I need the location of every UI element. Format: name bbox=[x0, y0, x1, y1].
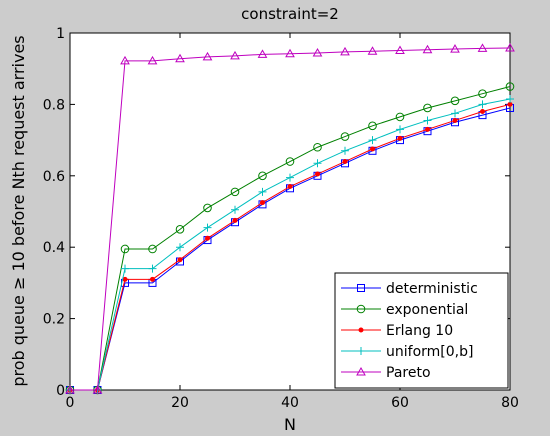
legend-entry: exponential bbox=[341, 302, 468, 318]
chart-title: constraint=2 bbox=[241, 5, 339, 23]
data-point bbox=[478, 100, 487, 109]
data-point bbox=[340, 46, 350, 56]
data-point bbox=[395, 45, 405, 54]
legend: deterministic exponential Erlang 10 uniform… bbox=[334, 272, 509, 389]
series-erlang-10 bbox=[67, 101, 513, 393]
data-point bbox=[176, 243, 184, 252]
data-point bbox=[120, 55, 130, 65]
data-point bbox=[230, 50, 240, 60]
data-point bbox=[260, 200, 265, 206]
series-layer bbox=[65, 42, 515, 395]
legend-entry: Erlang 10 bbox=[341, 323, 453, 339]
data-point bbox=[257, 49, 268, 58]
data-point bbox=[506, 95, 514, 104]
data-point bbox=[285, 157, 295, 166]
data-point bbox=[477, 43, 488, 52]
data-point bbox=[423, 116, 432, 125]
data-point bbox=[478, 89, 487, 98]
data-point bbox=[92, 384, 103, 394]
legend-entry: deterministic bbox=[341, 281, 478, 297]
data-point bbox=[258, 187, 267, 196]
data-point bbox=[315, 171, 320, 177]
x-tick-label: 20 bbox=[171, 395, 189, 411]
y-tick-label: 0.2 bbox=[43, 312, 65, 328]
data-point bbox=[423, 103, 432, 113]
data-point bbox=[122, 276, 128, 282]
x-axis-label: N bbox=[284, 415, 296, 434]
axis-ticks: 0 20 40 60 80 0 0.2 0.4 0.6 0.8 1 bbox=[43, 26, 519, 411]
data-point bbox=[396, 125, 404, 134]
data-point bbox=[340, 132, 350, 141]
y-tick-label: 0.8 bbox=[43, 97, 65, 113]
data-point bbox=[370, 146, 375, 152]
data-point bbox=[425, 126, 430, 132]
data-point bbox=[341, 146, 349, 155]
data-point bbox=[450, 96, 460, 106]
legend-label: deterministic bbox=[386, 281, 478, 297]
legend-marker bbox=[357, 347, 365, 355]
x-tick-label: 60 bbox=[391, 395, 409, 411]
y-tick-label: 0.6 bbox=[43, 169, 65, 185]
data-point bbox=[177, 257, 183, 263]
series-line bbox=[70, 47, 511, 391]
data-point bbox=[505, 82, 515, 91]
data-point bbox=[148, 244, 157, 254]
data-point bbox=[342, 159, 348, 165]
legend-marker bbox=[357, 284, 365, 292]
data-point bbox=[120, 244, 130, 254]
data-point bbox=[205, 235, 210, 241]
data-point bbox=[202, 51, 213, 61]
data-point bbox=[397, 135, 403, 141]
series-line bbox=[70, 86, 511, 391]
legend-label: uniform[0,b] bbox=[386, 344, 473, 360]
data-point bbox=[395, 112, 405, 122]
data-point bbox=[505, 42, 515, 52]
legend-label: Pareto bbox=[386, 365, 431, 381]
data-point bbox=[285, 48, 295, 58]
data-point bbox=[203, 203, 212, 213]
y-tick-label: 0 bbox=[56, 383, 65, 399]
y-axis-label: prob queue ≥ 10 before Nth request arriv… bbox=[9, 35, 28, 386]
data-point bbox=[367, 46, 378, 55]
data-point bbox=[368, 136, 377, 145]
data-point bbox=[286, 173, 294, 182]
data-point bbox=[148, 264, 157, 273]
legend-marker bbox=[356, 366, 366, 376]
x-tick-label: 80 bbox=[501, 395, 519, 411]
legend-label: Erlang 10 bbox=[386, 323, 453, 339]
data-point bbox=[258, 171, 267, 181]
data-point bbox=[175, 53, 185, 63]
data-point bbox=[313, 159, 322, 168]
data-point bbox=[203, 223, 212, 232]
legend-marker bbox=[358, 327, 364, 333]
series-pareto bbox=[65, 42, 515, 394]
data-point bbox=[232, 217, 238, 223]
data-point bbox=[451, 109, 459, 118]
data-point bbox=[313, 142, 322, 152]
legend-marker bbox=[356, 304, 366, 314]
x-tick-label: 40 bbox=[281, 395, 299, 411]
data-point bbox=[231, 205, 239, 214]
data-point bbox=[287, 184, 293, 190]
data-point bbox=[147, 55, 158, 65]
data-point bbox=[65, 384, 75, 394]
data-point bbox=[452, 117, 458, 123]
data-point bbox=[230, 187, 240, 197]
legend-label: exponential bbox=[386, 302, 468, 318]
legend-entry: Pareto bbox=[341, 365, 431, 381]
legend-entry: uniform[0,b] bbox=[341, 344, 473, 360]
data-point bbox=[422, 44, 433, 54]
y-tick-label: 1 bbox=[56, 26, 65, 42]
data-point bbox=[150, 276, 155, 282]
x-tick-label: 0 bbox=[66, 395, 75, 411]
data-point bbox=[175, 225, 185, 234]
data-point bbox=[450, 44, 460, 53]
y-tick-label: 0.4 bbox=[43, 240, 65, 256]
data-point bbox=[312, 47, 323, 57]
data-point bbox=[480, 109, 485, 115]
data-point bbox=[368, 121, 377, 131]
data-point bbox=[121, 264, 129, 273]
